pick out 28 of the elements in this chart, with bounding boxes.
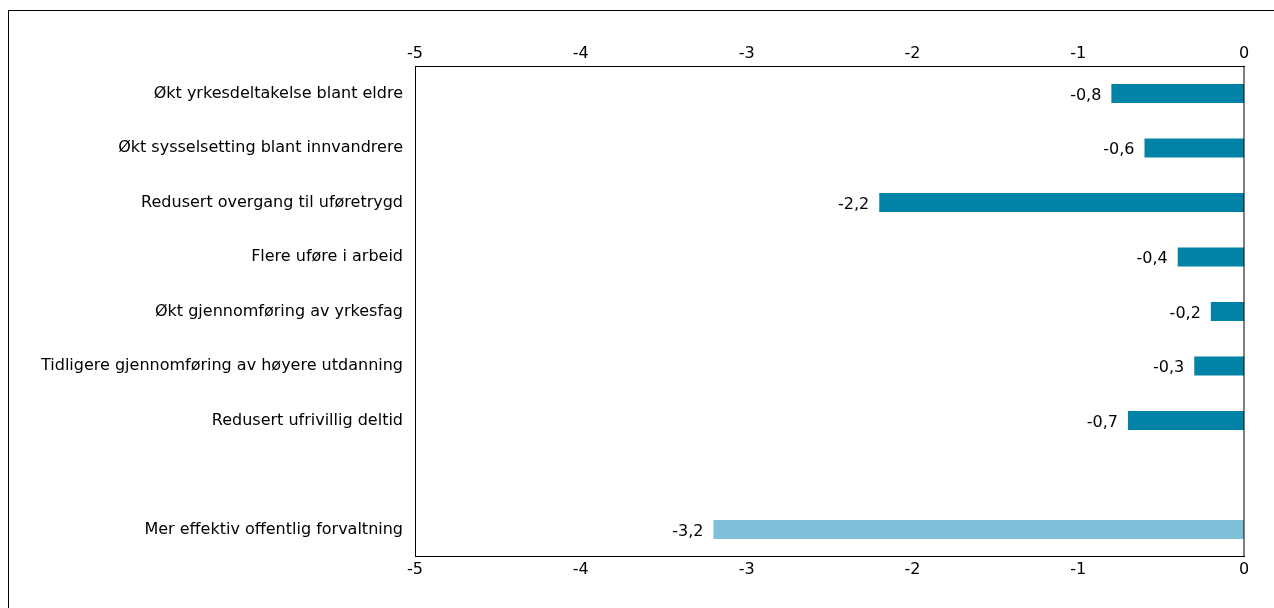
x2-tick-label: -4 — [572, 558, 589, 578]
y-tick-label: Redusert ufrivillig deltid — [211, 409, 404, 429]
data-label: -3,2 — [672, 520, 704, 540]
x2-tick-label: -2 — [904, 558, 921, 578]
x-tick-label: -5 — [407, 42, 423, 62]
x2-tick-label: -5 — [407, 558, 423, 578]
data-label: -0,3 — [1153, 357, 1185, 377]
x-tick-label: -2 — [904, 42, 921, 62]
data-label: -2,2 — [838, 193, 870, 213]
x-tick-label: -1 — [1070, 42, 1087, 62]
y-tick-label: Flere uføre i arbeid — [251, 246, 404, 266]
data-label: -0,8 — [1070, 84, 1102, 104]
x-tick-label: 0 — [1238, 42, 1250, 62]
y-tick-label: Tidligere gjennomføring av høyere utdanning — [40, 355, 404, 375]
x2-tick-label: -3 — [738, 558, 755, 578]
x-tick-label: -4 — [572, 42, 589, 62]
x-tick-label: -3 — [738, 42, 755, 62]
y-tick-label: Økt yrkesdeltakelse blant eldre — [153, 82, 404, 102]
data-label: -0,6 — [1103, 139, 1135, 159]
y-tick-label: Økt sysselsetting blant innvandrere — [118, 137, 404, 157]
data-label: -0,4 — [1136, 248, 1168, 268]
data-label: -0,2 — [1169, 302, 1201, 322]
data-label: -0,7 — [1086, 411, 1118, 431]
y-tick-label: Mer effektiv offentlig forvaltning — [144, 518, 404, 538]
x2-tick-label: -1 — [1070, 558, 1087, 578]
x2-tick-label: 0 — [1238, 558, 1250, 578]
y-tick-label: Redusert overgang til uføretrygd — [141, 191, 404, 211]
y-tick-label: Økt gjennomføring av yrkesfag — [154, 300, 404, 320]
